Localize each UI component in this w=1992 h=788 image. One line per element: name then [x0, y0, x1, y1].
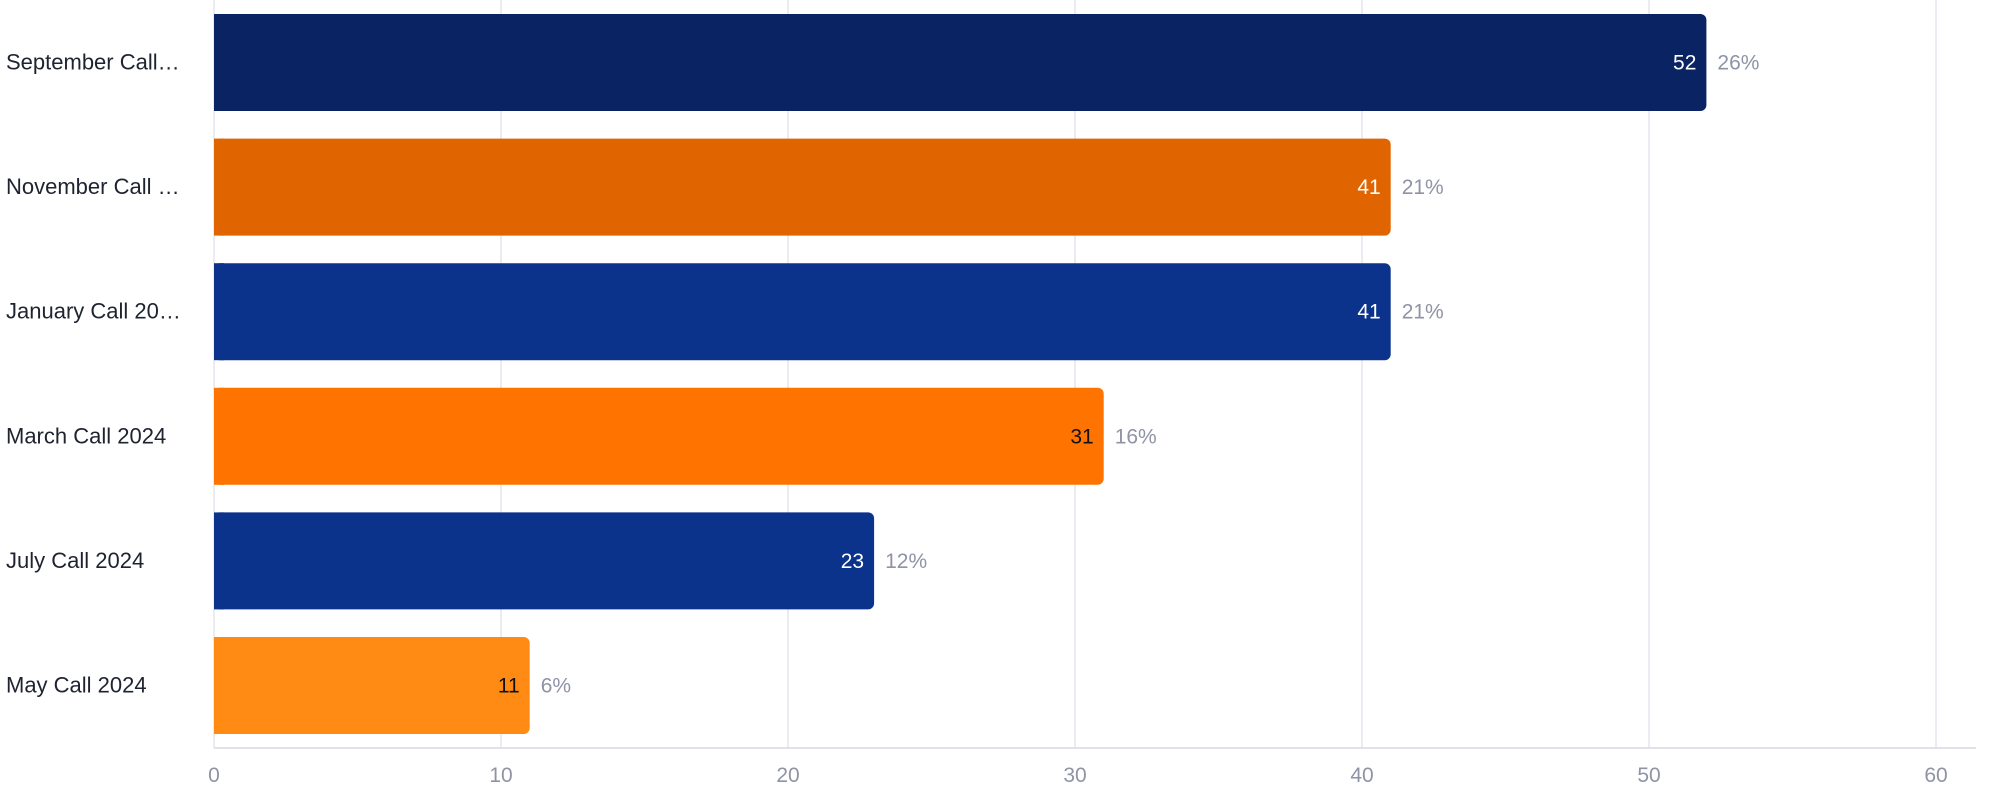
- x-tick-label: 60: [1924, 764, 1947, 787]
- bar-left-edge: [214, 387, 224, 485]
- x-tick-label: 50: [1637, 764, 1660, 787]
- x-tick-label: 40: [1350, 764, 1373, 787]
- category-label: May Call 2024: [6, 673, 147, 698]
- x-tick-label: 20: [776, 764, 799, 787]
- grid-layer: [213, 0, 1976, 749]
- bar-left-edge: [214, 637, 224, 734]
- x-tick-layer: 0 10 20 30 40 50 60: [208, 764, 1948, 787]
- category-label: January Call 20…: [6, 299, 181, 324]
- bar-percent-label: 6%: [541, 675, 571, 698]
- x-tick-label: 10: [489, 764, 512, 787]
- category-label: November Call …: [6, 174, 180, 199]
- bar-percent-label: 26%: [1717, 52, 1759, 75]
- bar[interactable]: [214, 14, 1707, 111]
- bar-value-label: 31: [1070, 425, 1093, 448]
- category-label: July Call 2024: [6, 548, 144, 573]
- category-label: September Call…: [6, 50, 180, 75]
- bar[interactable]: [214, 512, 875, 610]
- bar-percent-label: 21%: [1402, 301, 1444, 324]
- category-label-layer: September Call… November Call … January Ca…: [6, 50, 181, 698]
- bar-left-edge: [214, 138, 224, 236]
- bar-percent-label: 21%: [1402, 176, 1444, 199]
- category-label: March Call 2024: [6, 423, 166, 448]
- bar[interactable]: [214, 263, 1391, 361]
- bar-left-edge: [214, 14, 224, 111]
- bar-percent-label: 12%: [885, 550, 927, 573]
- bar-left-edge: [214, 263, 224, 361]
- bar[interactable]: [214, 637, 530, 734]
- bar-value-label: 41: [1357, 301, 1380, 324]
- bar-value-label: 52: [1673, 52, 1696, 75]
- x-tick-label: 0: [208, 764, 220, 787]
- bar-left-edge: [214, 512, 224, 610]
- bar-value-label: 11: [498, 675, 520, 698]
- bar[interactable]: [214, 387, 1104, 485]
- bar-layer: 52 26% 41 21% 41 21% 31 16% 23 12% 11 6%: [214, 14, 1759, 734]
- bar[interactable]: [214, 138, 1391, 236]
- bar-percent-label: 16%: [1115, 425, 1157, 448]
- bar-value-label: 23: [841, 550, 864, 573]
- x-tick-label: 30: [1063, 764, 1086, 787]
- bar-value-label: 41: [1357, 176, 1380, 199]
